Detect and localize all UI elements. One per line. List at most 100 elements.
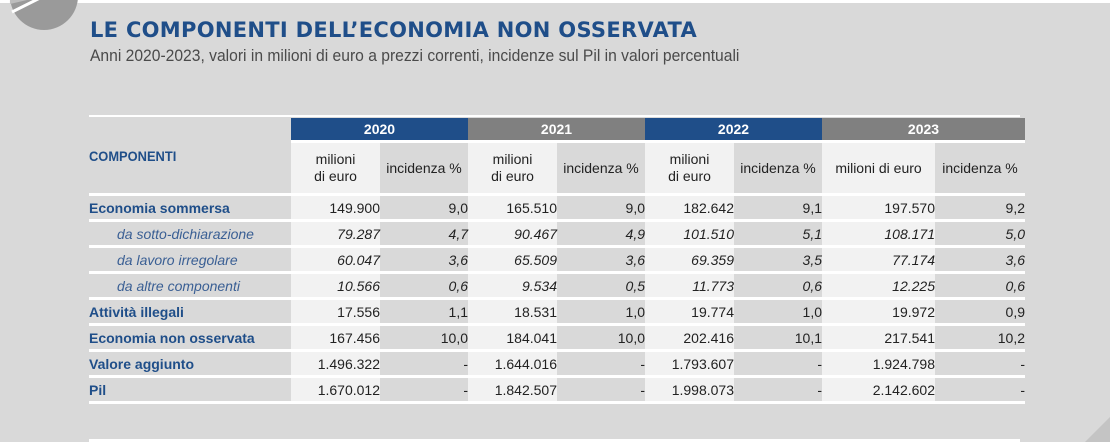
cell-incidence: 0,6	[935, 272, 1025, 300]
cell-millions: 202.416	[645, 324, 734, 352]
subheader-millions: milioni di euro	[468, 141, 557, 196]
cell-incidence: -	[935, 350, 1025, 378]
cell-incidence: -	[935, 376, 1025, 404]
top-rule	[89, 115, 1020, 117]
row-label: Economia sommersa	[89, 194, 291, 222]
row-label: Economia non osservata	[89, 324, 291, 352]
cell-millions: 1.496.322	[291, 350, 380, 378]
cell-incidence: 4,7	[380, 220, 468, 248]
page-title: LE COMPONENTI DELL’ECONOMIA NON OSSERVAT…	[90, 18, 698, 42]
cell-incidence: 1,1	[380, 298, 468, 326]
cell-incidence: 10,2	[935, 324, 1025, 352]
row-label: da sotto-dichiarazione	[89, 220, 291, 248]
cell-incidence: 3,6	[935, 246, 1025, 274]
cell-incidence: 9,0	[380, 194, 468, 222]
cell-millions: 11.773	[645, 272, 734, 300]
components-table: COMPONENTI 2020 2021 2022 2023 milioni di…	[89, 118, 1025, 404]
cell-millions: 90.467	[468, 220, 557, 248]
year-header-2020: 2020	[291, 118, 468, 143]
table-row: Economia sommersa 149.900 9,0 165.510 9,0 182…	[89, 194, 1025, 222]
table-row: Attività illegali 17.556 1,1 18.531 1,0 19.77…	[89, 298, 1025, 326]
cell-millions: 1.998.073	[645, 376, 734, 404]
cell-incidence: 0,6	[380, 272, 468, 300]
cell-millions: 1.842.507	[468, 376, 557, 404]
year-header-2022: 2022	[645, 118, 822, 143]
cell-millions: 1.793.607	[645, 350, 734, 378]
table-body: Economia sommersa 149.900 9,0 165.510 9,0 182…	[89, 194, 1025, 404]
cell-incidence: 3,6	[380, 246, 468, 274]
table-row: da altre componenti 10.566 0,6 9.534 0,5 11.7…	[89, 272, 1025, 300]
cell-millions: 101.510	[645, 220, 734, 248]
subheader-incidence: incidenza %	[557, 141, 645, 196]
cell-millions: 60.047	[291, 246, 380, 274]
subheader-incidence: incidenza %	[935, 141, 1025, 196]
cell-incidence: -	[380, 376, 468, 404]
cell-millions: 69.359	[645, 246, 734, 274]
cell-millions: 77.174	[822, 246, 935, 274]
row-label: da lavoro irregolare	[89, 246, 291, 274]
page-subtitle: Anni 2020-2023, valori in milioni di eur…	[90, 46, 740, 65]
cell-incidence: 9,0	[557, 194, 645, 222]
cell-incidence: 5,0	[935, 220, 1025, 248]
year-header-row: COMPONENTI 2020 2021 2022 2023	[89, 118, 1025, 196]
row-label: da altre componenti	[89, 272, 291, 300]
table-row: da lavoro irregolare 60.047 3,6 65.509 3,6 69…	[89, 246, 1025, 274]
cell-millions: 10.566	[291, 272, 380, 300]
cell-millions: 19.774	[645, 298, 734, 326]
year-header-2023: 2023	[822, 118, 1025, 143]
cell-millions: 184.041	[468, 324, 557, 352]
cell-millions: 197.570	[822, 194, 935, 222]
cell-millions: 17.556	[291, 298, 380, 326]
page-corner	[1085, 417, 1110, 442]
pie-chart-icon	[9, 0, 78, 30]
table-row: Economia non osservata 167.456 10,0 184.041…	[89, 324, 1025, 352]
cell-incidence: 3,6	[557, 246, 645, 274]
year-header-2021: 2021	[468, 118, 645, 143]
subheader-millions: milioni di euro	[822, 141, 935, 196]
row-label: Pil	[89, 376, 291, 404]
cell-incidence: 10,0	[557, 324, 645, 352]
top-strip	[0, 0, 1110, 3]
cell-incidence: 4,9	[557, 220, 645, 248]
row-label: Valore aggiunto	[89, 350, 291, 378]
row-label: Attività illegali	[89, 298, 291, 326]
components-header: COMPONENTI	[89, 118, 275, 196]
bottom-rule	[89, 439, 1020, 442]
cell-millions: 1.670.012	[291, 376, 380, 404]
table-row: Pil 1.670.012-1.842.507-1.998.073-2.142.6…	[89, 376, 1025, 404]
cell-incidence: 1,0	[734, 298, 822, 326]
cell-incidence: 3,5	[734, 246, 822, 274]
subheader-millions: milioni di euro	[291, 141, 380, 196]
cell-millions: 12.225	[822, 272, 935, 300]
cell-millions: 65.509	[468, 246, 557, 274]
subheader-row: milioni di euro incidenza % milioni di eur…	[89, 141, 1025, 196]
cell-millions: 217.541	[822, 324, 935, 352]
cell-incidence: 10,0	[380, 324, 468, 352]
cell-incidence: 9,2	[935, 194, 1025, 222]
cell-millions: 1.644.016	[468, 350, 557, 378]
cell-millions: 9.534	[468, 272, 557, 300]
cell-millions: 182.642	[645, 194, 734, 222]
cell-incidence: 0,5	[557, 272, 645, 300]
cell-incidence: -	[557, 376, 645, 404]
cell-millions: 79.287	[291, 220, 380, 248]
cell-incidence: -	[734, 376, 822, 404]
subheader-incidence: incidenza %	[380, 141, 468, 196]
cell-millions: 1.924.798	[822, 350, 935, 378]
cell-millions: 19.972	[822, 298, 935, 326]
cell-incidence: 5,1	[734, 220, 822, 248]
cell-millions: 167.456	[291, 324, 380, 352]
cell-incidence: -	[734, 350, 822, 378]
cell-millions: 165.510	[468, 194, 557, 222]
cell-millions: 18.531	[468, 298, 557, 326]
cell-millions: 149.900	[291, 194, 380, 222]
cell-incidence: 10,1	[734, 324, 822, 352]
cell-incidence: 1,0	[557, 298, 645, 326]
cell-incidence: 9,1	[734, 194, 822, 222]
cell-incidence: 0,9	[935, 298, 1025, 326]
cell-incidence: -	[380, 350, 468, 378]
subheader-incidence: incidenza %	[734, 141, 822, 196]
subheader-millions: milioni di euro	[645, 141, 734, 196]
table-row: Valore aggiunto 1.496.322-1.644.016-1.793…	[89, 350, 1025, 378]
cell-incidence: -	[557, 350, 645, 378]
